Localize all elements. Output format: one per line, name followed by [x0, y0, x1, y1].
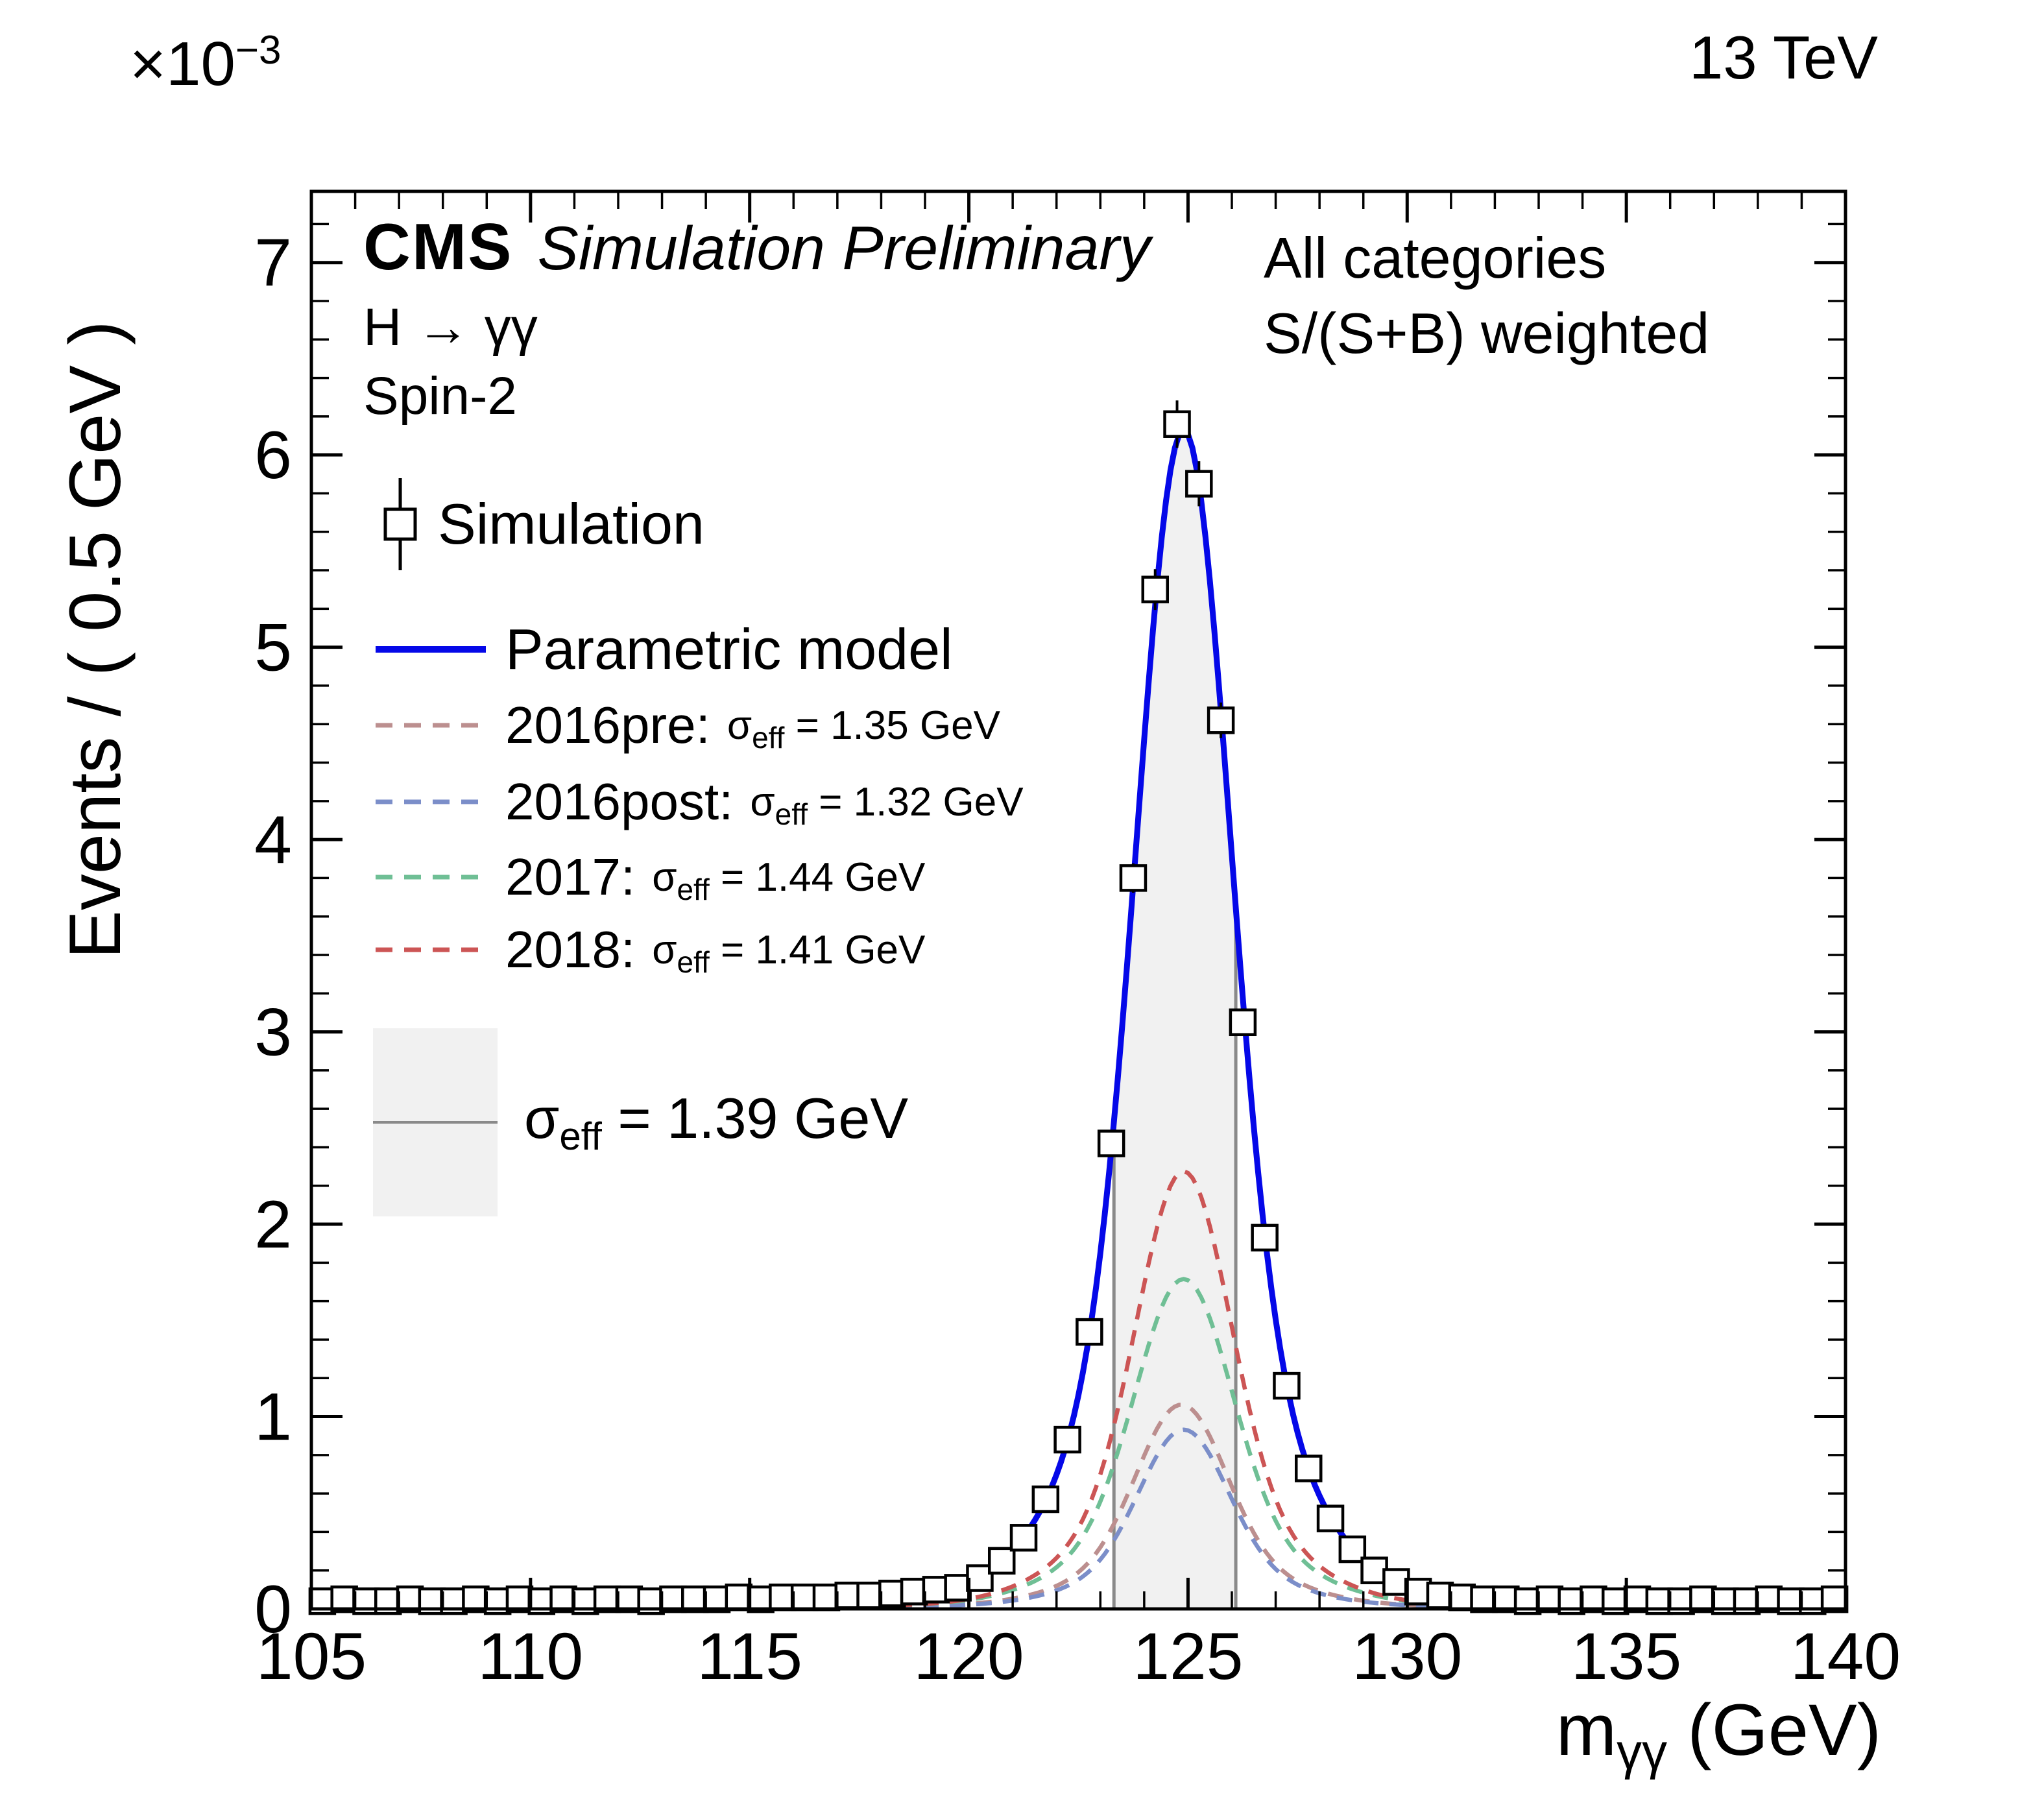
svg-text:2: 2	[254, 1187, 292, 1262]
svg-text:1: 1	[254, 1380, 292, 1455]
svg-text:0: 0	[254, 1572, 292, 1647]
svg-text:105: 105	[256, 1619, 367, 1693]
y-axis-exponent-label: ×10−3	[130, 28, 282, 99]
legend-label: 2016post:	[505, 773, 734, 830]
2016post-line-swatch	[376, 799, 486, 804]
svg-text:140: 140	[1790, 1619, 1901, 1693]
energy-label: 13 TeV	[1689, 23, 1878, 91]
legend-entry-simulation: Simulation	[379, 476, 704, 573]
spin-hypothesis-label: Spin-2	[363, 367, 518, 426]
sigma-eff-value: σeff = 1.35 GeV	[727, 703, 1001, 754]
svg-text:130: 130	[1352, 1619, 1462, 1693]
preliminary-label: Simulation Preliminary	[537, 214, 1151, 283]
svg-text:125: 125	[1133, 1619, 1243, 1693]
svg-text:7: 7	[254, 226, 292, 301]
legend-entry-sigma-band	[373, 1028, 498, 1220]
legend-label: Parametric model	[505, 617, 953, 681]
2016pre-line-swatch	[376, 723, 486, 728]
parametric-model-line-swatch	[376, 646, 486, 653]
svg-text:120: 120	[913, 1619, 1024, 1693]
sigma-eff-value: σeff = 1.44 GeV	[652, 854, 926, 906]
experiment-label: CMS Simulation Preliminary	[363, 213, 1151, 282]
sigma-eff-combined-value: σeff = 1.39 GeV	[524, 1086, 909, 1158]
y-axis-title: Events / ( 0.5 GeV )	[54, 320, 136, 959]
legend-label: 2018:	[505, 921, 636, 978]
svg-text:3: 3	[254, 995, 292, 1070]
legend-entry-2018: 2018: σeff = 1.41 GeV	[373, 920, 925, 980]
legend-label: Simulation	[438, 492, 704, 556]
svg-text:115: 115	[697, 1619, 802, 1693]
simulation-marker-icon	[383, 478, 417, 570]
legend-label: 2016pre:	[505, 696, 710, 754]
svg-text:6: 6	[254, 418, 292, 493]
legend-entry-2016pre: 2016pre: σeff = 1.35 GeV	[373, 695, 1000, 755]
svg-text:110: 110	[478, 1619, 584, 1693]
sigma-eff-value: σeff = 1.41 GeV	[652, 927, 926, 979]
svg-text:4: 4	[254, 802, 292, 878]
legend-label: 2017:	[505, 848, 636, 906]
svg-text:5: 5	[254, 610, 292, 686]
process-label: H → γγ	[363, 298, 538, 357]
sigma-band-swatch	[373, 1028, 498, 1216]
cms-logo-text: CMS	[363, 211, 513, 284]
weighting-label: S/(S+B) weighted	[1264, 301, 1710, 365]
legend-entry-2017: 2017: σeff = 1.44 GeV	[373, 847, 925, 907]
2018-line-swatch	[376, 947, 486, 952]
categories-label: All categories	[1264, 226, 1607, 290]
sigma-eff-value: σeff = 1.32 GeV	[750, 779, 1024, 831]
svg-text:135: 135	[1571, 1619, 1681, 1693]
legend-entry-parametric-model: Parametric model	[373, 616, 953, 682]
legend-entry-2016post: 2016post: σeff = 1.32 GeV	[373, 772, 1024, 832]
2017-line-swatch	[376, 875, 486, 880]
x-axis-title: mγγ (GeV)	[1556, 1689, 1881, 1780]
